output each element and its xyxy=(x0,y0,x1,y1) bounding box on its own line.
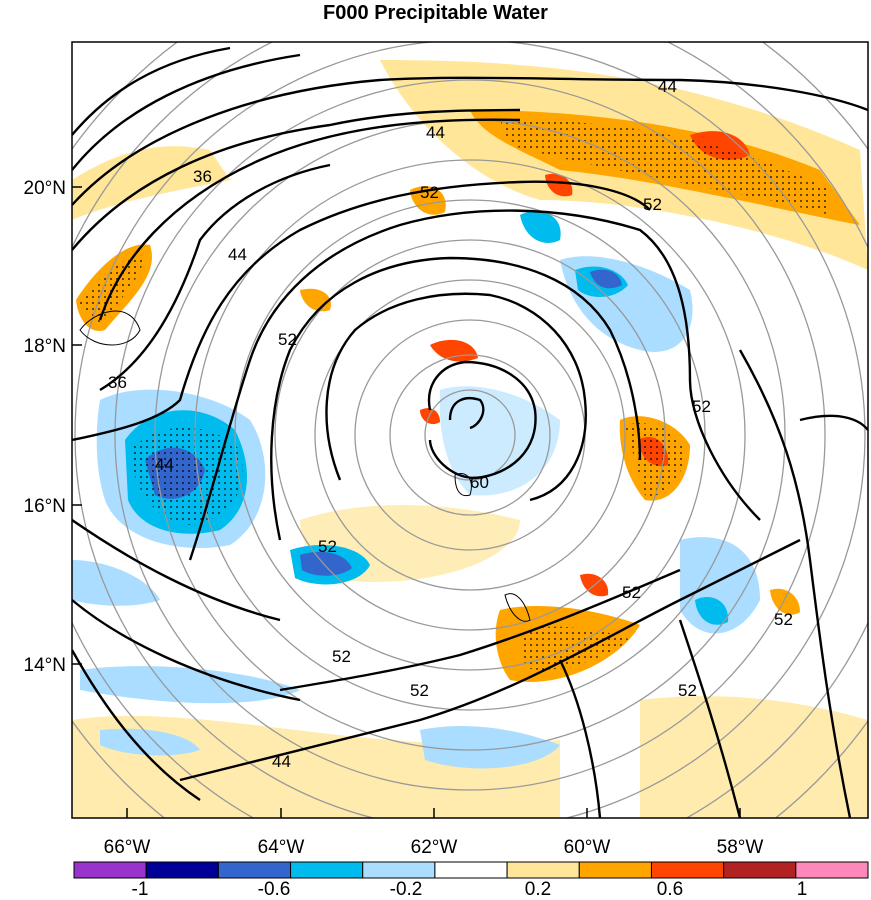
contour-label: 44 xyxy=(426,123,445,142)
colorbar-swatch xyxy=(795,861,869,879)
colorbar-swatch xyxy=(290,861,364,879)
contour-label: 36 xyxy=(108,373,127,392)
colorbar xyxy=(73,861,869,879)
plot-title: F000 Precipitable Water xyxy=(323,2,548,24)
contour-label: 52 xyxy=(622,583,641,602)
colorbar-swatch xyxy=(73,861,147,879)
contour-label: 52 xyxy=(278,330,297,349)
lon-label: 64°W xyxy=(258,837,305,858)
lat-label: 16°N xyxy=(24,496,66,517)
colorbar-swatch xyxy=(145,861,219,879)
contour-label: 44 xyxy=(228,245,247,264)
colorbar-swatch xyxy=(434,861,508,879)
colorbar-swatch xyxy=(217,861,292,879)
colorbar-tick-label: 0.6 xyxy=(657,879,683,900)
axis-ticks xyxy=(72,186,741,818)
contour-label: 44 xyxy=(658,77,677,96)
contour-label: 52 xyxy=(643,195,662,214)
contour-label: 52 xyxy=(318,537,337,556)
lat-label: 18°N xyxy=(24,336,66,357)
colorbar-tick-label: -0.2 xyxy=(390,879,423,900)
contour-label: 52 xyxy=(774,610,793,629)
lon-label: 66°W xyxy=(104,837,151,858)
lat-label: 14°N xyxy=(24,655,66,676)
plot-frame xyxy=(71,41,869,819)
longitude-labels: 66°W 64°W 62°W 60°W 58°W xyxy=(104,837,764,858)
contour-label: 44 xyxy=(155,455,174,474)
colorbar-swatch xyxy=(578,861,652,879)
contour-labels: 44 44 36 44 52 52 52 44 52 60 52 52 52 5… xyxy=(108,77,793,771)
contour-label: 60 xyxy=(470,473,489,492)
latitude-labels: 20°N 18°N 16°N 14°N xyxy=(24,178,66,676)
colorbar-tick-label: -0.6 xyxy=(258,879,291,900)
colorbar-tick-label: 1 xyxy=(797,879,808,900)
lon-label: 60°W xyxy=(564,837,611,858)
contour-label: 52 xyxy=(420,183,439,202)
contour-label: 44 xyxy=(272,752,291,771)
contour-label: 52 xyxy=(410,681,429,700)
negative-anomaly-shading xyxy=(72,211,760,769)
colorbar-tick-label: -1 xyxy=(132,879,149,900)
lat-label: 20°N xyxy=(24,178,66,199)
pw-contours xyxy=(72,46,868,818)
contour-label: 36 xyxy=(193,167,212,186)
colorbar-swatch xyxy=(362,861,436,879)
colorbar-swatch xyxy=(650,861,725,879)
contour-label: 52 xyxy=(332,647,351,666)
thin-contours xyxy=(79,310,531,622)
colorbar-tick-labels: -1 -0.6 -0.2 0.2 0.6 1 xyxy=(132,879,808,900)
colorbar-swatch xyxy=(506,861,580,879)
colorbar-swatch xyxy=(723,861,797,879)
contour-label: 52 xyxy=(692,397,711,416)
contour-label: 52 xyxy=(678,681,697,700)
lon-label: 58°W xyxy=(717,837,764,858)
lon-label: 62°W xyxy=(411,837,458,858)
colorbar-tick-label: 0.2 xyxy=(525,879,551,900)
